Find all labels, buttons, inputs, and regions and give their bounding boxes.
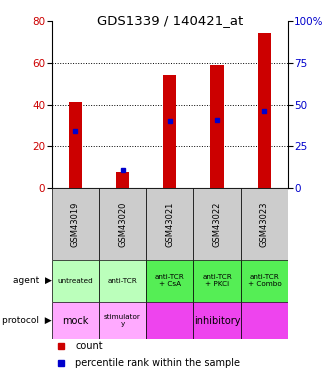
Text: percentile rank within the sample: percentile rank within the sample: [75, 358, 240, 368]
Bar: [193, 188, 241, 260]
Text: GSM43023: GSM43023: [260, 201, 269, 247]
Bar: [99, 302, 146, 339]
Text: GSM43019: GSM43019: [71, 201, 80, 247]
Bar: [146, 302, 193, 339]
Bar: [241, 260, 288, 302]
Bar: [116, 172, 129, 188]
Text: anti-TCR
+ PKCi: anti-TCR + PKCi: [202, 274, 232, 287]
Text: GSM43021: GSM43021: [165, 201, 174, 247]
Bar: [52, 302, 99, 339]
Bar: [241, 302, 288, 339]
Bar: [146, 260, 193, 302]
Text: mock: mock: [62, 315, 89, 326]
Text: GDS1339 / 140421_at: GDS1339 / 140421_at: [97, 14, 243, 27]
Text: stimulator
y: stimulator y: [104, 314, 141, 327]
Bar: [146, 188, 193, 260]
Bar: [52, 260, 99, 302]
Text: anti-TCR
+ CsA: anti-TCR + CsA: [155, 274, 185, 287]
Bar: [193, 260, 241, 302]
Bar: [241, 188, 288, 260]
Bar: [99, 188, 146, 260]
Bar: [193, 302, 241, 339]
Text: GSM43020: GSM43020: [118, 201, 127, 247]
Text: count: count: [75, 341, 103, 351]
Text: untreated: untreated: [57, 278, 93, 284]
Bar: [210, 64, 224, 188]
Text: inhibitory: inhibitory: [194, 315, 240, 326]
Bar: [52, 188, 99, 260]
Text: anti-TCR
+ Combo: anti-TCR + Combo: [247, 274, 281, 287]
Text: protocol  ▶: protocol ▶: [2, 316, 52, 325]
Bar: [163, 75, 176, 188]
Text: GSM43022: GSM43022: [212, 201, 222, 247]
Text: agent  ▶: agent ▶: [13, 276, 52, 285]
Bar: [258, 33, 271, 188]
Bar: [69, 102, 82, 188]
Text: anti-TCR: anti-TCR: [108, 278, 138, 284]
Bar: [99, 260, 146, 302]
